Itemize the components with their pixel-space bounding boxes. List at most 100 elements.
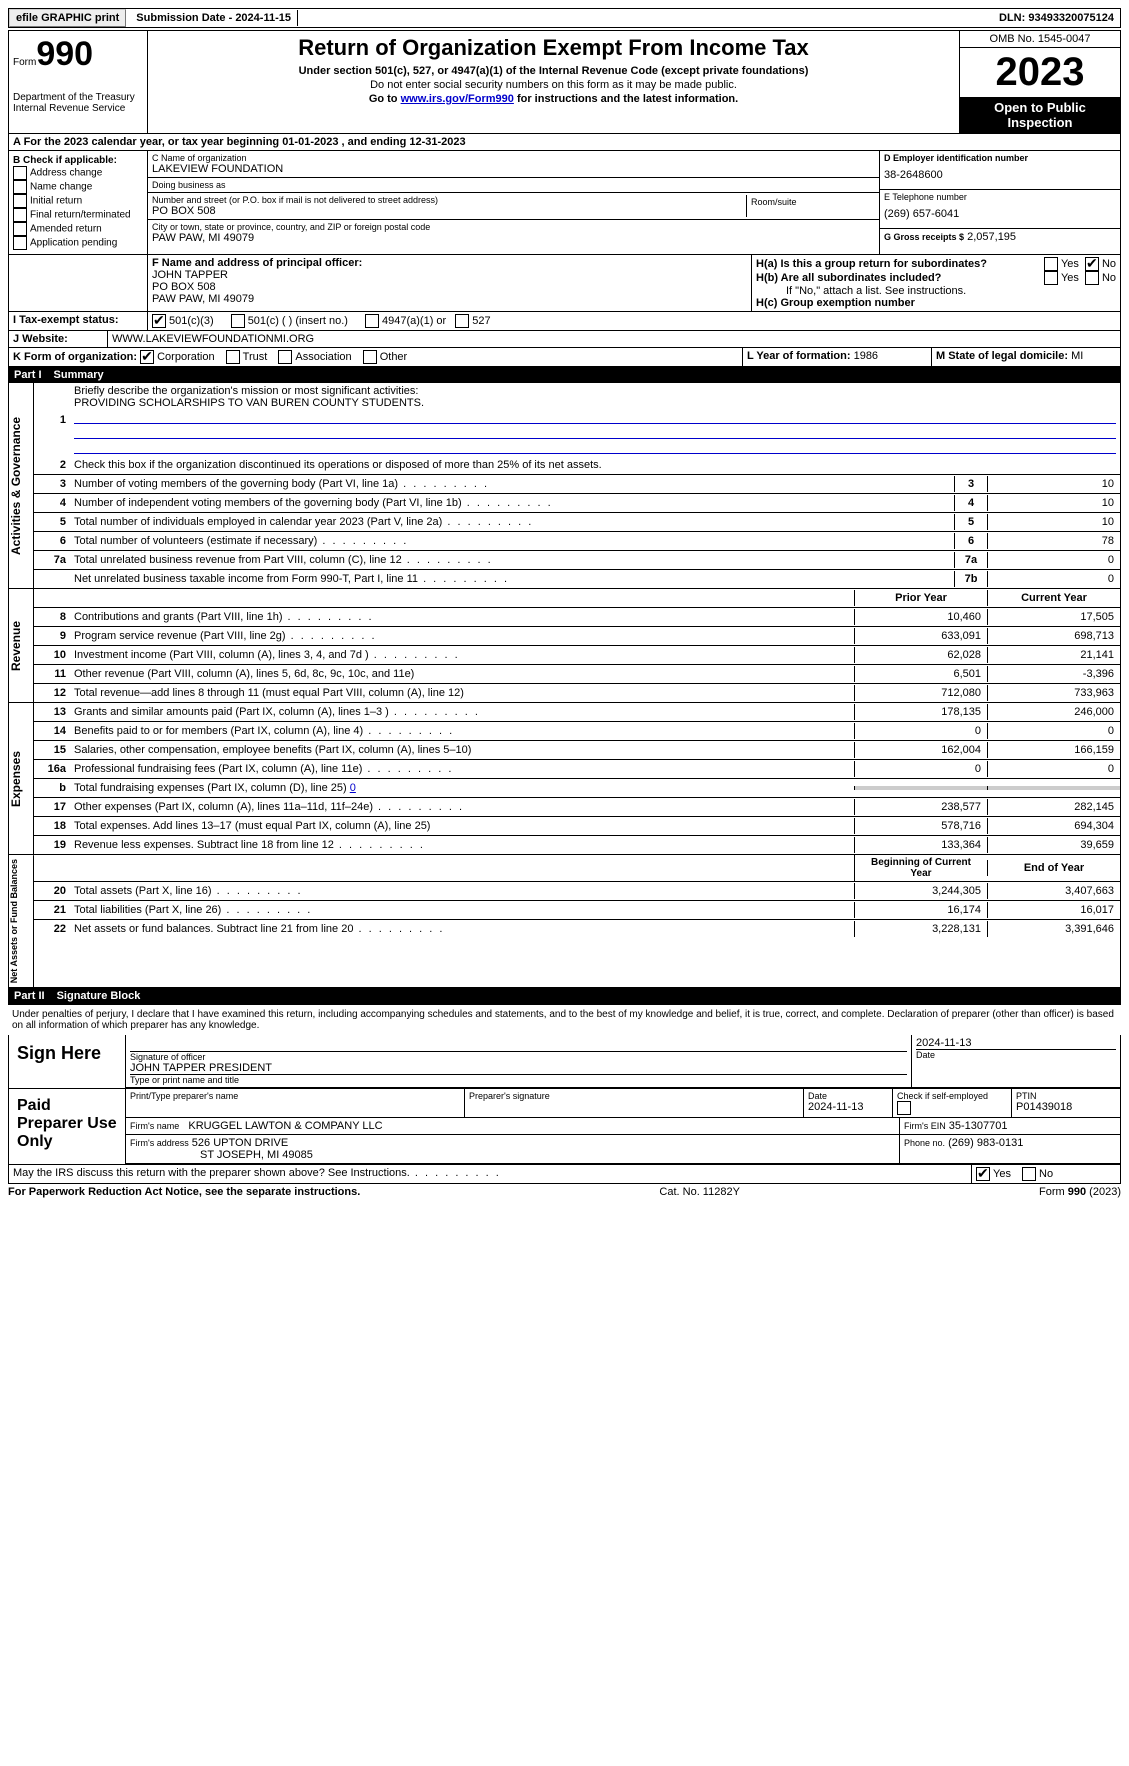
submission-date: Submission Date - 2024-11-15 — [130, 10, 298, 26]
h-a-no[interactable]: No — [1085, 257, 1116, 271]
officer-addr2: PAW PAW, MI 49079 — [152, 293, 747, 305]
form-label: Form — [13, 57, 36, 68]
fundraising-exp-link[interactable]: 0 — [350, 782, 356, 794]
section-expenses: Expenses 13Grants and similar amounts pa… — [8, 703, 1121, 855]
p8: 10,460 — [854, 609, 987, 625]
c11: -3,396 — [987, 666, 1120, 682]
sign-date: 2024-11-13 — [916, 1037, 1116, 1050]
c9: 698,713 — [987, 628, 1120, 644]
officer-name: JOHN TAPPER — [152, 269, 747, 281]
cb-4947[interactable]: 4947(a)(1) or — [365, 315, 446, 327]
officer-sig-name: JOHN TAPPER PRESIDENT — [130, 1062, 907, 1074]
h-b-no[interactable]: No — [1085, 271, 1116, 285]
p14: 0 — [854, 723, 987, 739]
vtab-activities: Activities & Governance — [9, 383, 34, 588]
cb-501c3[interactable]: 501(c)(3) — [152, 315, 214, 327]
cb-trust[interactable]: Trust — [226, 351, 268, 363]
section-activities-governance: Activities & Governance 1 Briefly descri… — [8, 383, 1121, 589]
perjury-statement: Under penalties of perjury, I declare th… — [8, 1004, 1121, 1035]
firm-name: KRUGGEL LAWTON & COMPANY LLC — [188, 1120, 382, 1132]
v5: 10 — [987, 514, 1120, 530]
cb-amended-return[interactable]: Amended return — [13, 222, 143, 236]
open-to-public: Open to Public Inspection — [960, 98, 1120, 133]
v7b: 0 — [987, 571, 1120, 587]
c15: 166,159 — [987, 742, 1120, 758]
page-footer: For Paperwork Reduction Act Notice, see … — [8, 1186, 1121, 1198]
section-bcdeg: B Check if applicable: Address change Na… — [8, 151, 1121, 255]
cb-name-change[interactable]: Name change — [13, 180, 143, 194]
row-a-period: A For the 2023 calendar year, or tax yea… — [8, 134, 1121, 151]
p19: 133,364 — [854, 837, 987, 853]
c16a: 0 — [987, 761, 1120, 777]
p20: 3,244,305 — [854, 883, 987, 899]
discuss-no[interactable]: No — [1022, 1168, 1053, 1180]
c19: 39,659 — [987, 837, 1120, 853]
part-1-header: Part ISummary — [8, 367, 1121, 383]
vtab-revenue: Revenue — [9, 589, 34, 702]
efile-print-button[interactable]: efile GRAPHIC print — [9, 9, 126, 27]
c14: 0 — [987, 723, 1120, 739]
cb-final-return[interactable]: Final return/terminated — [13, 208, 143, 222]
c10: 21,141 — [987, 647, 1120, 663]
tax-year: 2023 — [960, 48, 1120, 98]
p10: 62,028 — [854, 647, 987, 663]
cb-initial-return[interactable]: Initial return — [13, 194, 143, 208]
p13: 178,135 — [854, 704, 987, 720]
p18: 578,716 — [854, 818, 987, 834]
cb-corp[interactable]: Corporation — [140, 351, 214, 363]
org-street: PO BOX 508 — [152, 205, 746, 217]
cb-assoc[interactable]: Association — [278, 351, 351, 363]
cb-application-pending[interactable]: Application pending — [13, 236, 143, 250]
v3: 10 — [987, 476, 1120, 492]
p12: 712,080 — [854, 685, 987, 701]
vtab-net-assets: Net Assets or Fund Balances — [9, 855, 34, 987]
c18: 694,304 — [987, 818, 1120, 834]
row-klm: K Form of organization: Corporation Trus… — [8, 348, 1121, 367]
part-2-header: Part IISignature Block — [8, 988, 1121, 1004]
form-title: Return of Organization Exempt From Incom… — [152, 35, 955, 61]
ssn-note: Do not enter social security numbers on … — [152, 79, 955, 91]
cb-other[interactable]: Other — [363, 351, 408, 363]
cb-address-change[interactable]: Address change — [13, 166, 143, 180]
paid-preparer-block: Paid Preparer Use Only Print/Type prepar… — [8, 1089, 1121, 1165]
v7a: 0 — [987, 552, 1120, 568]
c13: 246,000 — [987, 704, 1120, 720]
discuss-yes[interactable]: Yes — [976, 1168, 1011, 1180]
c17: 282,145 — [987, 799, 1120, 815]
dln: DLN: 93493320075124 — [993, 10, 1120, 26]
v4: 10 — [987, 495, 1120, 511]
dept-treasury: Department of the Treasury Internal Reve… — [13, 92, 143, 114]
form-990: 990 — [36, 35, 93, 73]
c20: 3,407,663 — [987, 883, 1120, 899]
section-revenue: Revenue Prior YearCurrent Year 8Contribu… — [8, 589, 1121, 703]
c22: 3,391,646 — [987, 921, 1120, 937]
p16a: 0 — [854, 761, 987, 777]
gross-receipts: 2,057,195 — [967, 231, 1016, 243]
omb-number: OMB No. 1545-0047 — [960, 31, 1120, 48]
ptin: P01439018 — [1016, 1101, 1116, 1113]
row-i: I Tax-exempt status: 501(c)(3) 501(c) ( … — [8, 312, 1121, 331]
col-c: C Name of organization LAKEVIEW FOUNDATI… — [148, 151, 879, 254]
cb-501c[interactable]: 501(c) ( ) (insert no.) — [231, 315, 348, 327]
org-name: LAKEVIEW FOUNDATION — [152, 163, 875, 175]
col-b: B Check if applicable: Address change Na… — [9, 151, 148, 254]
cb-527[interactable]: 527 — [455, 315, 490, 327]
cb-self-employed[interactable] — [897, 1101, 911, 1115]
h-b-yes[interactable]: Yes — [1044, 271, 1079, 285]
firm-ein: 35-1307701 — [949, 1120, 1008, 1132]
irs-link[interactable]: www.irs.gov/Form990 — [401, 93, 514, 105]
prep-date: 2024-11-13 — [808, 1101, 888, 1113]
firm-addr1: 526 UPTON DRIVE — [192, 1137, 288, 1149]
v6: 78 — [987, 533, 1120, 549]
phone: (269) 657-6041 — [884, 202, 1116, 226]
org-city: PAW PAW, MI 49079 — [152, 232, 875, 244]
state-domicile: MI — [1071, 350, 1083, 362]
mission-text: PROVIDING SCHOLARSHIPS TO VAN BUREN COUN… — [74, 397, 424, 409]
h-a-yes[interactable]: Yes — [1044, 257, 1079, 271]
firm-addr2: ST JOSEPH, MI 49085 — [200, 1149, 313, 1161]
col-deg: D Employer identification number 38-2648… — [879, 151, 1120, 254]
officer-addr1: PO BOX 508 — [152, 281, 747, 293]
form-header: Form990 Department of the Treasury Inter… — [8, 30, 1121, 134]
row-j: J Website: WWW.LAKEVIEWFOUNDATIONMI.ORG — [8, 331, 1121, 348]
top-bar: efile GRAPHIC print Submission Date - 20… — [8, 8, 1121, 28]
